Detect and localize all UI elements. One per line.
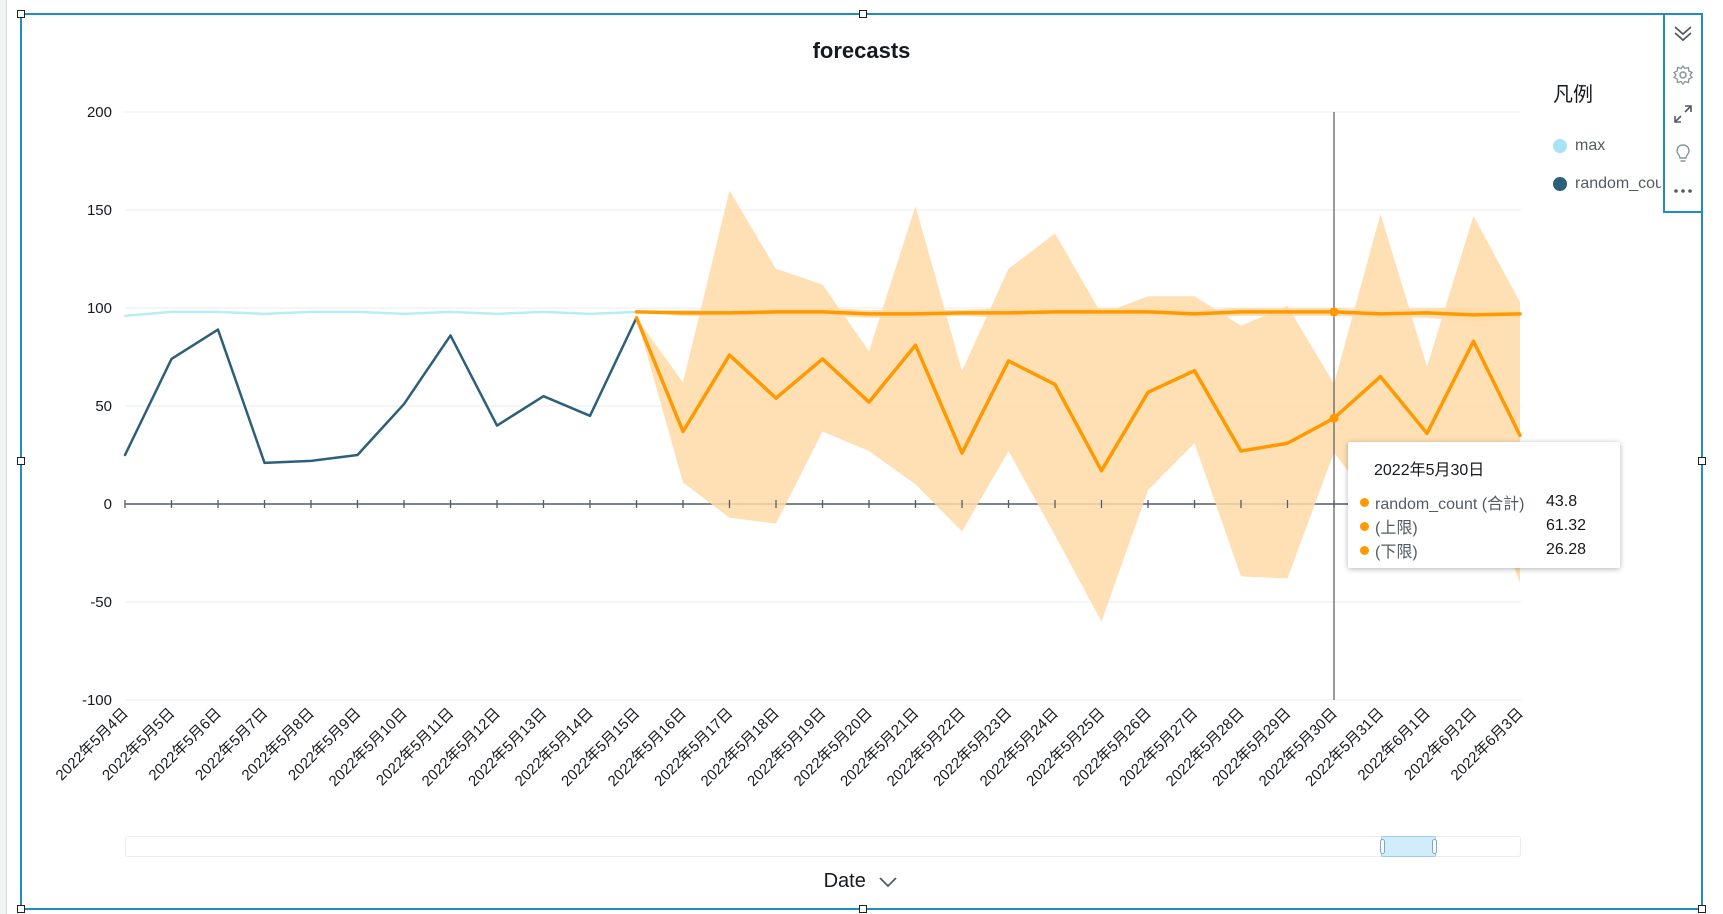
- legend-item-random-count[interactable]: random_count: [1553, 165, 1661, 203]
- tooltip-value: 43.8: [1546, 493, 1578, 510]
- y-tick-label: 100: [87, 300, 112, 317]
- y-tick-label: 200: [87, 104, 112, 121]
- x-axis-field-well: Date: [0, 870, 1723, 893]
- insights-button[interactable]: [1665, 135, 1701, 171]
- x-axis-scrollbar-thumb[interactable]: [1379, 836, 1438, 857]
- legend-dot-max: [1553, 139, 1567, 153]
- y-tick-label: 0: [104, 496, 112, 513]
- hover-tooltip: 2022年5月30日 random_count (合計) 43.8 (上限) 6…: [1348, 442, 1620, 568]
- series-line-max: [123, 310, 638, 318]
- y-tick-label: -100: [82, 692, 112, 709]
- expand-icon: [1674, 105, 1692, 123]
- legend-label-max: max: [1575, 137, 1606, 154]
- legend-dot-random-count: [1553, 177, 1567, 191]
- expand-button[interactable]: [1665, 96, 1701, 132]
- hover-point: [1329, 413, 1339, 423]
- series-line-max-forecast: [634, 310, 1522, 317]
- gear-icon: [1672, 64, 1694, 86]
- visual-toolbar: [1663, 13, 1703, 213]
- tooltip-dot: [1360, 545, 1369, 555]
- legend-item-max[interactable]: max: [1553, 127, 1661, 165]
- series-line-random-count-forecast: [634, 316, 1522, 473]
- settings-button[interactable]: [1665, 57, 1701, 93]
- resize-handle-top-left[interactable]: [17, 10, 25, 18]
- resize-handle-bottom[interactable]: [859, 905, 867, 913]
- tooltip-value: 26.28: [1546, 541, 1587, 558]
- y-tick-label: 150: [87, 202, 112, 219]
- chevron-down-icon: [879, 877, 898, 887]
- tooltip-row: random_count (合計) 43.8: [1360, 490, 1604, 514]
- tooltip-label: (上限): [1375, 520, 1418, 537]
- resize-handle-bottom-left[interactable]: [17, 905, 25, 913]
- resize-handle-top[interactable]: [859, 10, 867, 18]
- y-tick-label: 50: [95, 398, 112, 415]
- chart-title: forecasts: [812, 38, 911, 63]
- tooltip-dot: [1360, 521, 1369, 531]
- series-line-random-count: [123, 316, 638, 465]
- tooltip-row: (上限) 61.32: [1360, 514, 1604, 538]
- resize-handle-right[interactable]: [1698, 457, 1706, 465]
- more-icon: [1674, 189, 1692, 193]
- scrollbar-right-grip[interactable]: [1432, 839, 1438, 854]
- tooltip-row: (下限) 26.28: [1360, 538, 1604, 562]
- legend: 凡例 max random_count: [1553, 78, 1661, 203]
- more-options-button[interactable]: [1665, 173, 1701, 209]
- lightbulb-icon: [1676, 144, 1690, 162]
- tooltip-title: 2022年5月30日: [1374, 462, 1485, 479]
- y-tick-label: -50: [90, 594, 112, 611]
- x-axis-scrollbar-track[interactable]: [125, 836, 1521, 857]
- resize-handle-left[interactable]: [17, 457, 25, 465]
- tooltip-label: (下限): [1375, 544, 1418, 561]
- tooltip-value: 61.32: [1546, 517, 1587, 534]
- left-panel-edge: [0, 0, 7, 914]
- tooltip-dot: [1360, 497, 1369, 507]
- legend-label-random-count: random_count: [1575, 175, 1661, 192]
- x-axis-field-button[interactable]: Date: [824, 870, 900, 892]
- collapse-chevrons-icon: [1674, 26, 1692, 42]
- tooltip-label: random_count (合計): [1375, 496, 1525, 513]
- visual-frame[interactable]: [17, 10, 1706, 913]
- resize-handle-bottom-right[interactable]: [1698, 905, 1706, 913]
- random-count-forecast-band: [636, 190, 1520, 622]
- hover-point: [1329, 307, 1339, 317]
- scrollbar-left-grip[interactable]: [1379, 839, 1385, 854]
- x-axis-field-label: Date: [823, 870, 866, 892]
- collapse-button[interactable]: [1665, 15, 1701, 51]
- legend-title: 凡例: [1553, 84, 1593, 106]
